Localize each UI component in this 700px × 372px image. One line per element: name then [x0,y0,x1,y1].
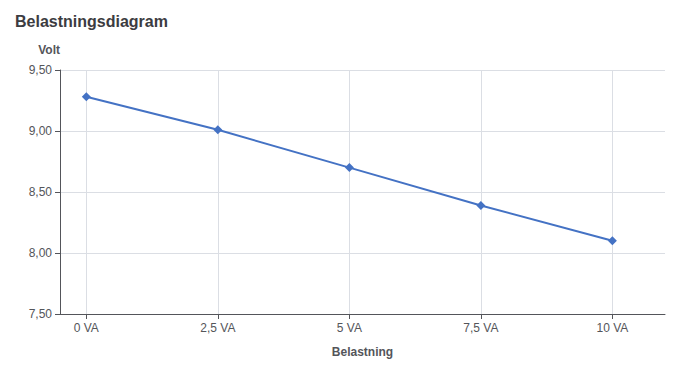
svg-text:5 VA: 5 VA [337,321,362,335]
svg-text:7,50: 7,50 [29,307,53,321]
svg-text:2,5 VA: 2,5 VA [200,321,235,335]
svg-text:Belastningsdiagram: Belastningsdiagram [15,13,168,30]
svg-text:9,00: 9,00 [29,124,53,138]
svg-text:8,00: 8,00 [29,246,53,260]
svg-text:0 VA: 0 VA [74,321,99,335]
svg-text:Belastning: Belastning [332,345,393,359]
svg-text:9,50: 9,50 [29,63,53,77]
svg-text:Volt: Volt [38,43,60,57]
svg-text:7,5 VA: 7,5 VA [463,321,498,335]
svg-text:8,50: 8,50 [29,185,53,199]
svg-text:10 VA: 10 VA [596,321,628,335]
